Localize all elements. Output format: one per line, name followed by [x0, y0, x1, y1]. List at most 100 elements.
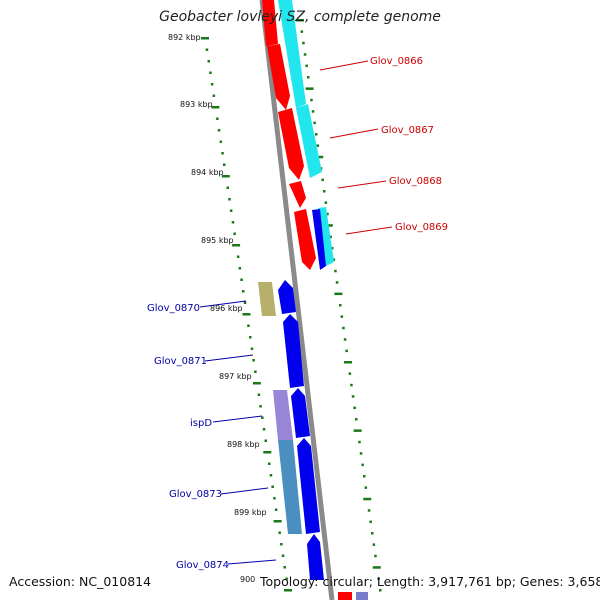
minor-tick	[229, 209, 233, 212]
gene-label-glov-0869[interactable]: Glov_0869	[395, 222, 448, 233]
minor-tick	[210, 83, 214, 86]
minor-tick	[262, 428, 266, 431]
minor-tick	[310, 98, 313, 102]
tick-label: 895 kbp	[201, 236, 234, 245]
minor-tick	[283, 566, 286, 569]
gene-arrow-ispd[interactable]	[291, 388, 310, 438]
forward-strand-genes	[262, 0, 316, 270]
minor-tick	[280, 543, 283, 546]
major-tick	[211, 106, 220, 109]
minor-tick	[335, 281, 339, 284]
minor-tick	[223, 163, 226, 166]
gene-label-ispd[interactable]: ispD	[190, 418, 212, 429]
major-tick	[263, 451, 272, 454]
minor-tick	[374, 554, 377, 558]
tick-label: 897 kbp	[219, 372, 252, 381]
minor-tick	[249, 336, 252, 339]
major-tick	[344, 361, 352, 364]
minor-tick	[273, 497, 276, 500]
feature-olive-block	[258, 282, 276, 316]
minor-tick	[358, 440, 361, 444]
minor-tick	[219, 140, 223, 143]
minor-tick	[257, 393, 261, 396]
minor-tick	[361, 463, 364, 467]
minor-tick	[212, 94, 216, 97]
major-tick	[232, 244, 241, 247]
minor-tick	[307, 76, 310, 79]
tick-label: 894 kbp	[191, 168, 224, 177]
minor-tick	[216, 117, 219, 120]
minor-tick	[269, 474, 273, 477]
minor-tick	[340, 315, 344, 318]
minor-tick	[236, 255, 240, 258]
minor-tick	[252, 359, 255, 362]
gene-arrow-glov-0868[interactable]	[289, 181, 306, 208]
gene-label-glov-0868[interactable]: Glov_0868	[389, 176, 442, 187]
feature-cyan-1	[278, 0, 306, 108]
minor-tick	[342, 326, 345, 330]
major-tick	[353, 429, 362, 432]
minor-tick	[359, 452, 363, 455]
tick-label: 899 kbp	[234, 508, 267, 517]
major-tick	[284, 589, 292, 592]
gene-label-glov-0866[interactable]: Glov_0866	[370, 56, 423, 67]
minor-tick	[264, 439, 267, 442]
major-tick	[296, 19, 304, 22]
gene-labels: Glov_0866 Glov_0867 Glov_0868 Glov_0869 …	[147, 56, 448, 571]
minor-tick	[369, 520, 372, 524]
gene-arrow-glov-0871[interactable]	[283, 314, 304, 388]
gene-label-glov-0873[interactable]: Glov_0873	[169, 489, 222, 500]
minor-tick	[379, 589, 382, 592]
minor-tick	[274, 508, 278, 511]
minor-tick	[350, 383, 353, 387]
minor-tick	[313, 121, 316, 125]
tick-labels: 892 kbp 893 kbp 894 kbp 895 kbp 896 kbp …	[168, 33, 267, 584]
major-tick	[363, 497, 372, 501]
bottom-partial-genes	[338, 592, 368, 600]
gene-arrow-glov-0869-rev[interactable]	[312, 209, 326, 270]
major-tick	[334, 292, 343, 296]
gene-label-glov-0870[interactable]: Glov_0870	[147, 303, 200, 314]
gene-arrow-glov-0865[interactable]	[262, 0, 278, 46]
minor-tick	[355, 418, 358, 421]
gene-arrow-glov-0869[interactable]	[294, 209, 316, 270]
minor-tick	[311, 110, 315, 113]
inner-tick-track	[201, 37, 292, 592]
minor-tick	[363, 475, 366, 478]
major-tick	[201, 37, 209, 40]
gene-arrow-glov-0873[interactable]	[297, 438, 320, 534]
minor-tick	[221, 152, 224, 155]
minor-tick	[259, 405, 262, 408]
minor-tick	[326, 212, 329, 216]
minor-tick	[324, 201, 328, 204]
minor-tick	[332, 258, 336, 261]
minor-tick	[302, 41, 305, 45]
minor-tick	[217, 129, 221, 132]
gene-arrow-glov-0870[interactable]	[278, 280, 296, 314]
gene-label-glov-0867[interactable]: Glov_0867	[381, 125, 434, 136]
outer-tick-track	[296, 19, 382, 592]
minor-tick	[351, 395, 355, 398]
gene-arrow-glov-0866[interactable]	[267, 44, 290, 110]
minor-tick	[323, 190, 326, 193]
major-tick	[273, 520, 282, 523]
minor-tick	[238, 267, 242, 270]
feature-cyan-2	[296, 104, 322, 178]
minor-tick	[242, 290, 245, 293]
minor-tick	[209, 71, 212, 74]
gene-arrow-glov-0867[interactable]	[278, 108, 304, 180]
minor-tick	[329, 235, 332, 239]
minor-tick	[334, 269, 337, 273]
cyan-feature-track	[278, 0, 334, 266]
gene-label-glov-0871[interactable]: Glov_0871	[154, 356, 207, 367]
minor-tick	[226, 186, 229, 189]
gene-label-glov-0874[interactable]: Glov_0874	[176, 560, 229, 571]
minor-tick	[278, 531, 281, 534]
minor-tick	[300, 30, 304, 33]
minor-tick	[348, 372, 352, 375]
minor-tick	[377, 577, 380, 581]
minor-tick	[343, 338, 347, 341]
minor-tick	[231, 221, 235, 224]
gene-arrow-glov-0874[interactable]	[307, 534, 324, 580]
